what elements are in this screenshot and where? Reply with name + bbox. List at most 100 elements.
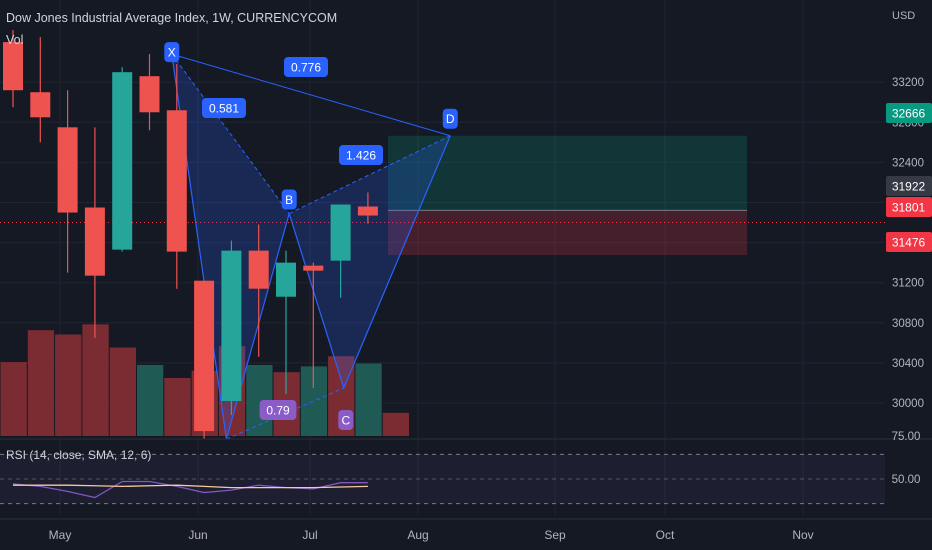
time-tick-label: Jun: [188, 528, 207, 542]
pattern-triangle-xab: [171, 54, 290, 440]
label-text: C: [341, 413, 350, 427]
pattern-ratio-label[interactable]: 0.581: [202, 98, 246, 118]
profit-zone[interactable]: [388, 135, 747, 211]
currency-unit-label: USD: [892, 10, 915, 22]
time-axis[interactable]: May Jun Jul Aug Sep Oct Nov: [0, 518, 932, 542]
time-tick-label: Oct: [656, 528, 675, 542]
volume-bar: [27, 330, 55, 436]
price-badge-box: [886, 176, 932, 196]
candle-body: [303, 265, 324, 271]
ratio-box: [259, 400, 297, 420]
candle-body: [357, 206, 378, 216]
price-badge-text: 31922: [892, 180, 926, 194]
ratio-text: 0.581: [209, 102, 239, 116]
volume-legend: Vol: [6, 33, 23, 47]
xabcd-pattern[interactable]: [171, 53, 451, 440]
price-axis[interactable]: 3000030400308003120031600320003240032800…: [885, 0, 932, 550]
rsi-axis-label: 50.00: [892, 474, 921, 486]
candle-body: [248, 250, 269, 289]
rsi-sma-line: [13, 484, 368, 489]
candle-body: [166, 110, 187, 252]
price-badge-box: [886, 232, 932, 252]
candle-body: [112, 72, 133, 250]
pattern-triangle-bcd: [289, 135, 451, 388]
volume-bar: [82, 324, 109, 436]
price-badge-box: [886, 103, 932, 123]
candle-body: [139, 76, 160, 113]
time-tick-label: May: [49, 528, 72, 542]
pattern-ratio-line-xb: [171, 53, 290, 214]
rsi-legend: RSI (14, close, SMA, 12, 6): [6, 448, 151, 462]
candle-body: [330, 204, 351, 261]
ratio-text: 0.776: [291, 61, 321, 75]
time-tick-label: Sep: [544, 528, 566, 542]
candle-body: [84, 207, 105, 276]
volume-bar: [137, 364, 164, 436]
price-tick-label: 32400: [892, 157, 924, 169]
rsi-axis-label: 75.00: [892, 431, 921, 443]
price-badge-box: [886, 197, 932, 217]
label-box: [164, 42, 180, 63]
volume-bar: [109, 347, 136, 436]
price-badge[interactable]: 31476: [886, 232, 932, 252]
label-text: X: [168, 46, 176, 60]
candle-body: [30, 92, 51, 118]
time-tick-label: Aug: [407, 528, 428, 542]
volume-bar: [55, 334, 82, 436]
pattern-ratio-line-xd: [171, 53, 451, 137]
price-tick-label: 30800: [892, 318, 924, 330]
price-badge[interactable]: 32666: [886, 103, 932, 123]
price-badge-text: 31476: [892, 236, 926, 250]
volume-bar: [382, 412, 409, 436]
long-position-tool[interactable]: [0, 135, 885, 256]
label-box: [442, 108, 458, 129]
volume-bar: [355, 363, 382, 436]
pattern-ratio-label[interactable]: 0.79: [259, 400, 297, 420]
pattern-point-label-x[interactable]: X: [164, 42, 180, 63]
price-tick-label: 31200: [892, 278, 924, 290]
price-tick-label: 30400: [892, 358, 924, 370]
stop-loss-zone[interactable]: [388, 210, 747, 256]
label-text: B: [285, 193, 293, 207]
time-tick-label: Nov: [792, 528, 813, 542]
pattern-leg: [288, 213, 345, 389]
ratio-box: [202, 98, 246, 118]
price-tick-label: 30000: [892, 398, 924, 410]
candlestick-series: [3, 30, 378, 440]
label-box: [338, 409, 354, 430]
price-badge[interactable]: 31801: [886, 197, 932, 217]
volume-bar: [0, 362, 27, 436]
ratio-text: 1.426: [346, 149, 376, 163]
time-tick-label: Jul: [302, 528, 317, 542]
candle-body: [57, 127, 78, 213]
price-badge[interactable]: 31922: [886, 176, 932, 196]
price-badge-text: 32666: [892, 107, 926, 121]
pattern-ratio-label[interactable]: 1.426: [339, 145, 383, 165]
symbol-title: Dow Jones Industrial Average Index, 1W, …: [6, 11, 337, 25]
price-axis-background: [885, 0, 932, 550]
pattern-leg: [225, 213, 290, 440]
pattern-point-label-c[interactable]: C: [338, 409, 354, 430]
candle-body: [194, 280, 215, 432]
price-badge-text: 31801: [892, 201, 926, 215]
volume-bar: [300, 366, 328, 436]
pattern-labels[interactable]: X B C D 0.776 0.581 1.426 0.79: [164, 42, 458, 430]
rsi-line: [12, 480, 368, 499]
pattern-leg: [343, 135, 451, 389]
rsi-pane[interactable]: 75.00 50.00: [0, 431, 932, 505]
candle-body: [221, 250, 242, 401]
candle-body: [276, 262, 296, 297]
price-tick-label: 33200: [892, 77, 924, 89]
ratio-text: 0.79: [266, 404, 290, 418]
label-box: [281, 189, 297, 210]
candle-body: [3, 42, 23, 91]
label-text: D: [446, 112, 455, 126]
ratio-box: [339, 145, 383, 165]
ratio-box: [284, 57, 328, 77]
pattern-ratio-line-bd: [288, 135, 451, 214]
pattern-point-label-d[interactable]: D: [442, 108, 458, 129]
volume-bar: [164, 378, 191, 436]
pattern-point-label-b[interactable]: B: [281, 189, 297, 210]
pattern-ratio-label[interactable]: 0.776: [284, 57, 328, 77]
